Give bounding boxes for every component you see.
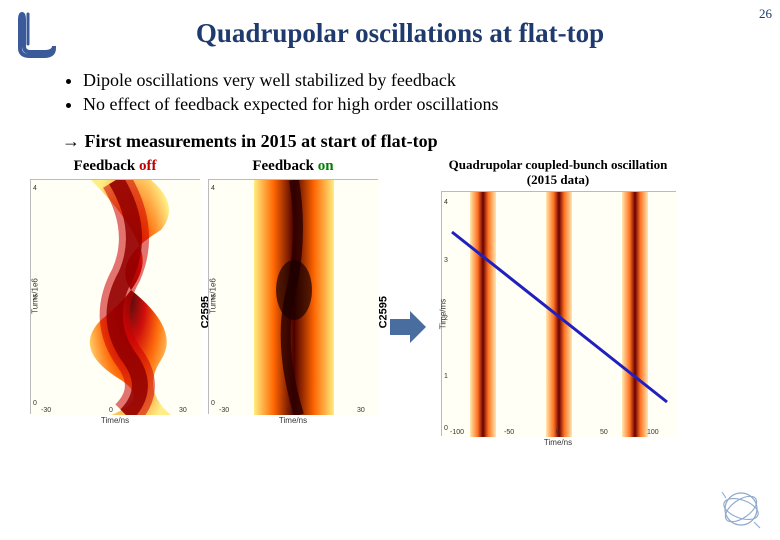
svg-text:0: 0	[444, 425, 448, 432]
svg-text:0: 0	[556, 429, 560, 436]
x-axis-label: Time/ns	[544, 438, 572, 447]
svg-text:-30: -30	[219, 407, 229, 414]
svg-text:30: 30	[179, 407, 187, 414]
cern-logo-icon	[720, 488, 762, 530]
heatmap-off: -30 0 30 4 2 0 Turns/1e6 Time/ns C2595	[30, 179, 200, 414]
label-prefix: Feedback	[74, 158, 139, 174]
arrow-right-icon	[386, 305, 430, 349]
svg-text:4: 4	[444, 199, 448, 206]
conclusion-line: → First measurements in 2015 at start of…	[62, 131, 780, 152]
slide-title: Quadrupolar oscillations at flat-top	[60, 18, 780, 49]
y-axis-label: Turns/1e6	[208, 278, 217, 314]
svg-text:-30: -30	[41, 407, 51, 414]
svg-text:50: 50	[600, 429, 608, 436]
svg-text:-50: -50	[504, 429, 514, 436]
svg-text:4: 4	[211, 185, 215, 192]
label-state: off	[139, 158, 157, 174]
heatmap-on: -30 0 30 4 2 0 Turns/1e6 Time/ns C2595	[208, 179, 378, 414]
y-axis-label: Time/ms	[438, 299, 447, 329]
figure-label-right: Quadrupolar coupled-bunch oscillation (2…	[438, 158, 678, 188]
x-axis-label: Time/ns	[101, 416, 129, 425]
heatmap-coupled: -100 -50 0 50 100 4 3 2 1 0 Time/ms Time…	[441, 191, 676, 436]
figure-label-on: Feedback on	[252, 158, 333, 175]
y-axis-label: Turns/1e6	[30, 278, 39, 314]
arrow-glyph: →	[62, 131, 85, 151]
svg-text:0: 0	[109, 407, 113, 414]
svg-text:3: 3	[444, 257, 448, 264]
svg-text:1: 1	[444, 373, 448, 380]
figure-feedback-off: Feedback off -30 0 30 4	[30, 158, 200, 414]
page-number: 26	[759, 6, 772, 22]
figure-feedback-on: Feedback on -30 0	[208, 158, 378, 414]
brand-logo	[10, 8, 60, 58]
svg-text:0: 0	[287, 407, 291, 414]
bullet-item: No effect of feedback expected for high …	[83, 92, 780, 116]
label-prefix: Feedback	[252, 158, 317, 174]
bullet-list: Dipole oscillations very well stabilized…	[65, 68, 780, 117]
x-axis-label: Time/ns	[279, 416, 307, 425]
label-text: Quadrupolar coupled-bunch oscillation (2…	[449, 157, 668, 187]
svg-text:-100: -100	[450, 429, 464, 436]
conclusion-text: First measurements in 2015 at start of f…	[85, 131, 438, 151]
figure-coupled-bunch: Quadrupolar coupled-bunch oscillation (2…	[438, 158, 678, 437]
svg-text:4: 4	[33, 185, 37, 192]
label-state: on	[318, 158, 334, 174]
svg-text:0: 0	[211, 400, 215, 407]
figure-label-off: Feedback off	[74, 158, 157, 175]
run-label: C2595	[377, 296, 389, 328]
svg-text:30: 30	[357, 407, 365, 414]
svg-text:100: 100	[647, 429, 659, 436]
figure-row: Feedback off -30 0 30 4	[30, 158, 780, 437]
svg-text:0: 0	[33, 400, 37, 407]
bullet-item: Dipole oscillations very well stabilized…	[83, 68, 780, 92]
